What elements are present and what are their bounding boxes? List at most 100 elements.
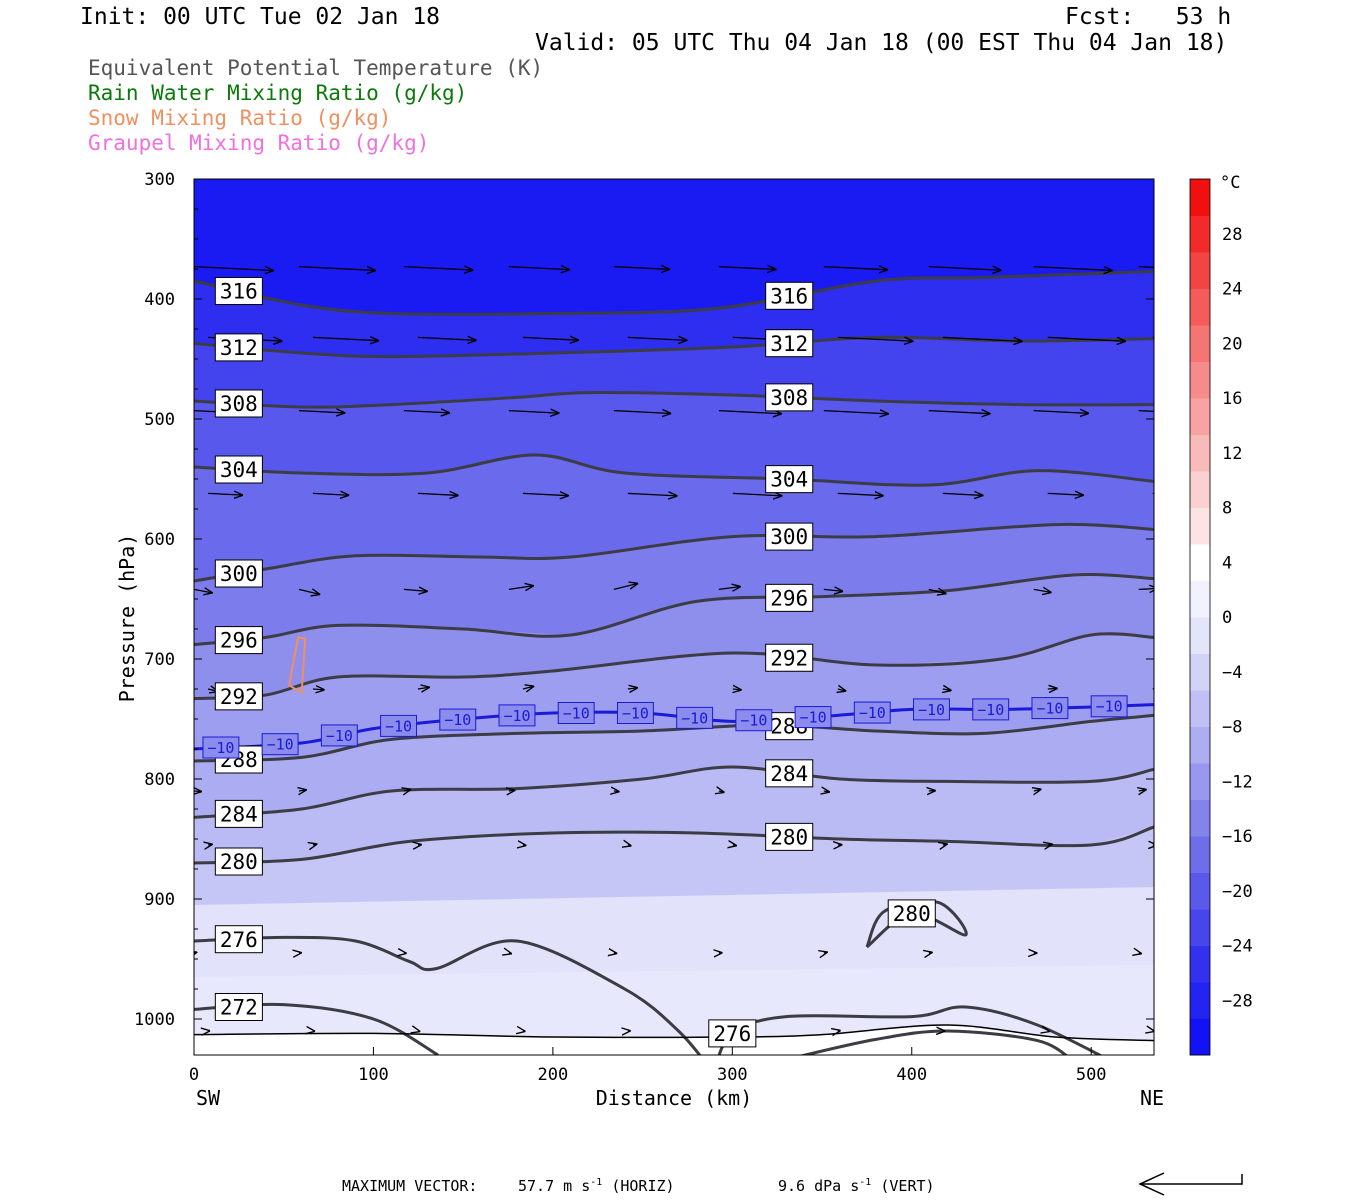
x-tick-label: 400 (896, 1065, 927, 1085)
wind-vector (718, 411, 782, 414)
wind-vector (718, 587, 741, 590)
isotherm-label-text: −10 (503, 707, 530, 725)
contour-label: 296 (214, 626, 263, 655)
colorbar-swatch (1190, 580, 1210, 618)
isotherm-label-text: −10 (918, 701, 945, 719)
theta-e-contour (194, 935, 702, 1055)
colorbar-swatch (1190, 836, 1210, 873)
colorbar-swatch (1190, 398, 1210, 435)
isotherm-label: −10 (380, 714, 418, 737)
colorbar-label: 16 (1222, 389, 1242, 409)
wind-vector (628, 845, 632, 846)
valid-time: Valid: 05 UTC Thu 04 Jan 18 (00 EST Thu … (535, 30, 1228, 56)
wind-vector (417, 337, 477, 340)
y-tick-label: 400 (144, 290, 175, 310)
wind-vector (627, 688, 638, 689)
contour-label: 276 (708, 1019, 757, 1048)
wind-vector (1047, 337, 1126, 341)
wind-vector (942, 337, 1023, 341)
isotherm-label: −10 (1090, 695, 1128, 718)
wind-vector (417, 493, 459, 495)
colorbar-swatch (1190, 799, 1210, 837)
contour-label-text: 292 (770, 646, 808, 670)
contour-label: 316 (765, 281, 814, 310)
colorbar-swatch (1190, 653, 1210, 691)
colorbar-swatch (1190, 872, 1210, 910)
contour-label: 284 (765, 759, 814, 788)
contour-label: 280 (765, 822, 814, 851)
contour-label: 292 (765, 643, 814, 672)
wind-vector (823, 589, 843, 591)
theta-e-contour (194, 391, 1154, 409)
wind-vector (1139, 789, 1147, 791)
wind-vector (1152, 492, 1154, 495)
wind-vector (1033, 411, 1089, 414)
colorbar-swatch (1190, 909, 1210, 946)
y-tick-label: 600 (144, 530, 175, 550)
isotherm-label-text: −10 (859, 704, 886, 722)
contour-label-text: 308 (770, 386, 808, 410)
wind-vector (838, 1030, 841, 1031)
wind-vector (1034, 789, 1042, 791)
contour-label-text: 300 (220, 562, 258, 586)
contour-label-text: 280 (770, 825, 808, 849)
contour-label-text: 276 (220, 928, 258, 952)
contour-label-text: 276 (713, 1022, 751, 1046)
isotherm-label: −10 (498, 704, 536, 727)
wind-vector (823, 267, 888, 270)
isotherm-label-text: −10 (207, 739, 234, 757)
max-vector-horiz: 57.7 m s-1 (HORIZ) (518, 1177, 675, 1195)
contour-label-text: 308 (220, 392, 258, 416)
wind-vector (942, 493, 984, 495)
colorbar-swatch (1190, 252, 1210, 289)
y-tick-label: 900 (144, 890, 175, 910)
colorbar-swatch (1190, 434, 1210, 472)
isotherm-label-text: −10 (681, 709, 708, 727)
wind-vector (312, 493, 349, 495)
colorbar-swatch (1190, 726, 1210, 764)
isotherm-label: −10 (853, 701, 891, 724)
colorbar-swatch (1190, 763, 1210, 800)
contour-label: 308 (214, 389, 263, 418)
wind-vector (1047, 493, 1084, 495)
wind-vector (928, 589, 947, 593)
y-tick-label: 800 (144, 770, 175, 790)
wind-vector (613, 583, 638, 591)
isotherm-label-text: −10 (977, 701, 1004, 719)
colorbar-swatch (1190, 325, 1210, 362)
wind-vector (194, 791, 202, 792)
wind-vector (614, 953, 617, 954)
isotherm-label-text: −10 (1036, 700, 1063, 718)
init-time: Init: 00 UTC Tue 02 Jan 18 (80, 4, 441, 30)
contour-label-text: 304 (220, 458, 258, 482)
theta-e-contour (798, 1029, 1068, 1055)
contour-label-text: 272 (220, 996, 258, 1020)
contour-label-text: 300 (770, 525, 808, 549)
isotherm-label: −10 (439, 708, 477, 731)
isotherm-label: −10 (261, 733, 299, 756)
wind-vector (313, 844, 317, 845)
y-tick-label: 500 (144, 410, 175, 430)
wind-vector (1048, 844, 1053, 845)
endpoint-left: SW (196, 1086, 221, 1110)
wind-vector (508, 411, 559, 414)
max-vector-label: MAXIMUM VECTOR: (342, 1177, 478, 1195)
theta-e-contour (194, 632, 1154, 701)
contour-label: 300 (214, 559, 263, 588)
colorbar-swatch (1190, 544, 1210, 581)
isotherm-label: −10 (202, 736, 240, 759)
y-tick-label: 1000 (134, 1010, 175, 1030)
isotherm-label-text: −10 (800, 708, 827, 726)
wind-vector (1138, 265, 1154, 269)
isotherm-label-text: −10 (267, 736, 294, 754)
contour-label: 316 (214, 277, 263, 305)
colorbar-swatch (1190, 617, 1210, 654)
wind-vector (719, 791, 725, 792)
x-tick-label: 0 (189, 1065, 199, 1085)
contour-label: 312 (765, 329, 814, 358)
wind-vector (733, 689, 742, 690)
wind-vector (522, 493, 569, 495)
colorbar-label: −20 (1222, 882, 1253, 902)
contour-label-text: 316 (220, 280, 258, 304)
colorbar-label: 4 (1222, 553, 1232, 573)
